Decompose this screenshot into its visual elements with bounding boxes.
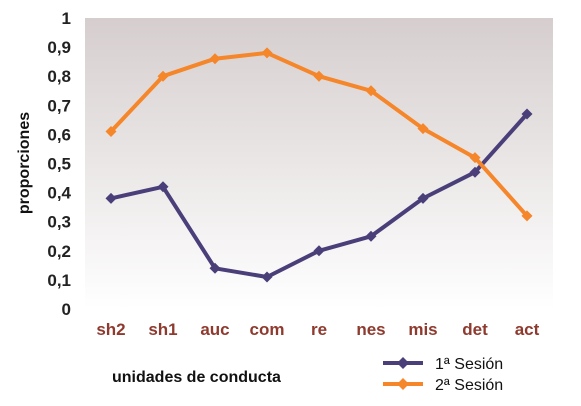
data-point-series-2 — [209, 53, 221, 65]
data-point-series-2 — [157, 70, 169, 82]
x-tick-label: sh2 — [96, 320, 125, 339]
y-tick-label: 0,3 — [47, 213, 71, 232]
x-tick-label: det — [462, 320, 488, 339]
y-tick-label: 0,7 — [47, 96, 71, 115]
x-tick-label: mis — [408, 320, 437, 339]
plot-area — [85, 18, 553, 309]
y-tick-label: 0,6 — [47, 125, 71, 144]
x-tick-label: re — [311, 320, 327, 339]
data-point-series-2 — [313, 70, 325, 82]
legend-label-series-2: 2ª Sesión — [435, 377, 503, 394]
y-tick-label: 0,9 — [47, 38, 71, 57]
data-point-series-1 — [469, 166, 481, 178]
legend-label-series-1: 1ª Sesión — [435, 356, 503, 373]
data-point-series-1 — [105, 192, 117, 204]
data-point-series-1 — [157, 181, 169, 193]
data-point-series-1 — [417, 192, 429, 204]
data-point-series-2 — [261, 47, 273, 59]
y-tick-label: 0,2 — [47, 242, 71, 261]
data-point-series-2 — [417, 123, 429, 135]
x-axis-title: unidades de conducta — [112, 369, 281, 386]
data-point-series-1 — [313, 245, 325, 257]
y-tick-label: 0,5 — [47, 155, 71, 174]
y-tick-label: 0 — [62, 300, 71, 319]
data-point-series-2 — [365, 85, 377, 97]
x-axis-ticks: sh2 sh1 auc com re nes mis det act — [96, 320, 539, 339]
y-tick-label: 0,1 — [47, 271, 71, 290]
y-tick-label: 1 — [62, 9, 71, 28]
data-point-series-2 — [521, 210, 533, 222]
x-tick-label: act — [515, 320, 540, 339]
data-point-series-1 — [209, 262, 221, 274]
legend-item-series-1: 1ª Sesión — [383, 356, 503, 373]
y-tick-label: 0,8 — [47, 67, 71, 86]
y-tick-label: 0,4 — [47, 184, 71, 203]
data-point-series-1 — [261, 271, 273, 283]
x-tick-label: com — [250, 320, 285, 339]
data-point-series-1 — [521, 108, 533, 120]
data-point-series-1 — [365, 230, 377, 242]
y-axis-title: proporciones — [16, 112, 33, 214]
x-tick-label: sh1 — [148, 320, 177, 339]
legend-item-series-2: 2ª Sesión — [383, 377, 503, 394]
x-tick-label: nes — [356, 320, 385, 339]
data-point-series-2 — [105, 125, 117, 137]
data-point-series-2 — [469, 152, 481, 164]
legend: 1ª Sesión 2ª Sesión — [383, 356, 503, 394]
y-axis-ticks: 0 0,1 0,2 0,3 0,4 0,5 0,6 0,7 0,8 0,9 1 — [47, 9, 71, 319]
x-tick-label: auc — [200, 320, 229, 339]
series-layer — [105, 47, 533, 283]
